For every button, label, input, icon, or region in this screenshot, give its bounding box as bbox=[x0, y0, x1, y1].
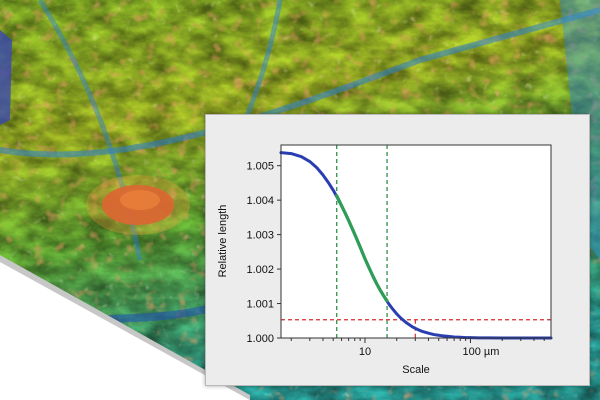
y-tick-label: 1.003 bbox=[246, 230, 274, 242]
chart-panel: 1.000 1.001 1.002 1.003 1.004 1.005 10 100 µm … bbox=[205, 114, 590, 386]
series-0-point bbox=[388, 303, 391, 306]
series-0-point bbox=[290, 152, 293, 155]
series-0-point bbox=[390, 306, 393, 310]
series-0-point bbox=[308, 160, 311, 163]
series-1-point bbox=[335, 194, 338, 197]
series-1-point bbox=[385, 299, 389, 302]
plot-frame bbox=[280, 144, 552, 339]
series-1-point bbox=[363, 257, 367, 260]
series-1-point bbox=[379, 289, 382, 292]
series-1-point bbox=[372, 275, 375, 279]
x-tick-label: 10 bbox=[359, 346, 371, 358]
series-0-point bbox=[411, 325, 414, 328]
series-1-point bbox=[375, 283, 379, 286]
series-0-point bbox=[405, 322, 409, 325]
series-0-point bbox=[417, 328, 420, 331]
x-tick-label: 100 µm bbox=[462, 346, 499, 358]
series-0-point bbox=[332, 189, 335, 192]
y-tick-label: 1.002 bbox=[246, 264, 274, 276]
series-0-point bbox=[445, 335, 449, 338]
series-0-point bbox=[414, 327, 417, 330]
series-1-point bbox=[347, 219, 350, 222]
series-1-point bbox=[359, 245, 362, 249]
y-tick-label: 1.005 bbox=[246, 161, 274, 173]
series-1-point bbox=[340, 204, 343, 207]
series-0-point bbox=[315, 166, 318, 169]
series-0-point bbox=[437, 334, 440, 337]
series-0-point bbox=[300, 155, 303, 158]
series-0-point bbox=[395, 312, 398, 315]
series-0-point bbox=[441, 334, 445, 338]
y-tick-label: 1.004 bbox=[246, 195, 274, 207]
x-axis-title: Scale bbox=[402, 364, 430, 376]
series-0-point bbox=[399, 317, 403, 320]
y-axis-title: Relative length bbox=[217, 205, 229, 278]
y-tick-label: 1.001 bbox=[246, 299, 274, 311]
series-0-point bbox=[421, 330, 424, 333]
series-0-point bbox=[327, 181, 330, 184]
series-1-point bbox=[382, 294, 385, 297]
series-0-point bbox=[432, 333, 435, 336]
series-0-point bbox=[321, 173, 325, 177]
series-1-point bbox=[353, 233, 356, 236]
series-1-point bbox=[368, 267, 371, 270]
series-0-point bbox=[427, 332, 430, 335]
series-1-point bbox=[344, 212, 347, 215]
y-tick-label: 1.000 bbox=[246, 333, 274, 345]
